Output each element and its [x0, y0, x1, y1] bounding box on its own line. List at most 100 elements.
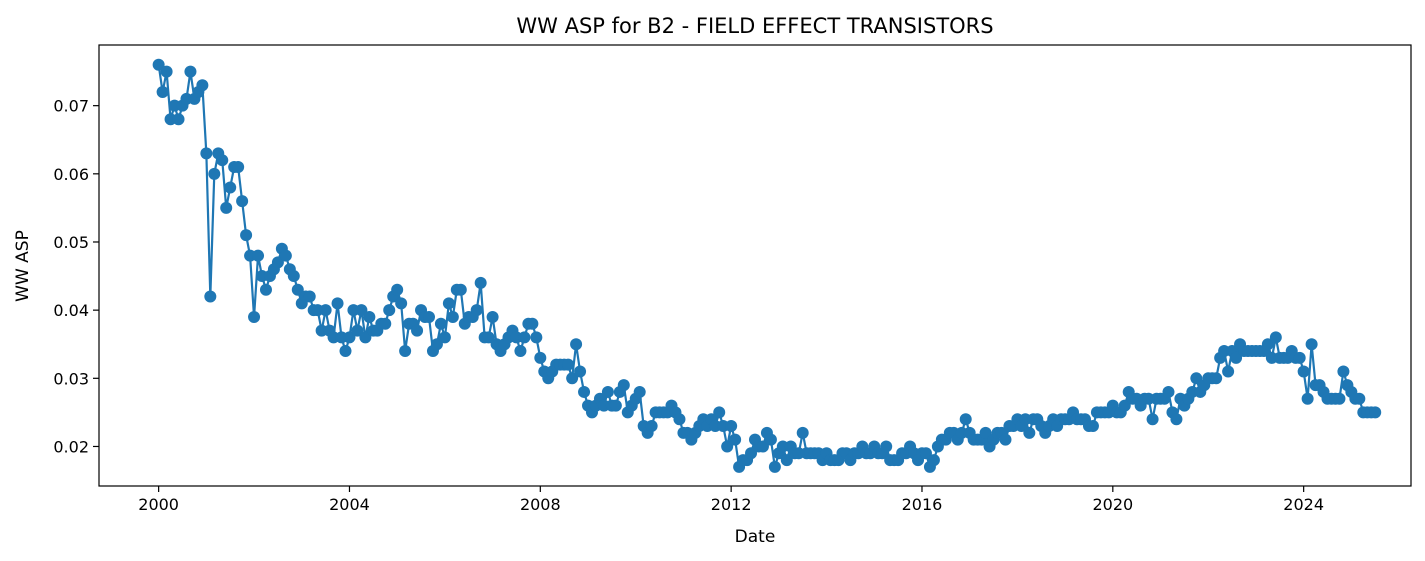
data-point [232, 161, 244, 173]
data-point [1298, 365, 1310, 377]
data-point [240, 229, 252, 241]
data-point [1210, 372, 1222, 384]
data-point [220, 202, 232, 214]
x-tick-label: 2012 [711, 495, 752, 514]
x-tick-label: 2024 [1283, 495, 1324, 514]
data-point [514, 345, 526, 357]
data-point [288, 270, 300, 282]
data-point [204, 291, 216, 303]
data-point [1023, 427, 1035, 439]
data-point [530, 331, 542, 343]
data-point [252, 250, 264, 262]
data-point [320, 304, 332, 316]
data-point [570, 338, 582, 350]
y-axis-title: WW ASP [13, 230, 33, 302]
data-point [236, 195, 248, 207]
data-point [395, 297, 407, 309]
data-layer [153, 59, 1382, 473]
data-point [646, 420, 658, 432]
data-point [423, 311, 435, 323]
data-point [200, 147, 212, 159]
data-point [391, 284, 403, 296]
data-point [184, 66, 196, 78]
data-point [224, 181, 236, 193]
data-point [435, 318, 447, 330]
data-point [880, 440, 892, 452]
data-point [960, 413, 972, 425]
data-point [518, 331, 530, 343]
data-point [173, 113, 185, 125]
data-point [439, 331, 451, 343]
data-point [363, 311, 375, 323]
data-point [928, 454, 940, 466]
data-point [769, 461, 781, 473]
data-point [634, 386, 646, 398]
data-point [578, 386, 590, 398]
data-point [340, 345, 352, 357]
y-tick-label: 0.03 [53, 369, 89, 388]
x-tick-label: 2016 [902, 495, 943, 514]
data-point [196, 79, 208, 91]
data-point [471, 304, 483, 316]
data-point [383, 304, 395, 316]
data-point [534, 352, 546, 364]
data-point [447, 311, 459, 323]
data-point [999, 434, 1011, 446]
data-point [1294, 352, 1306, 364]
data-point [280, 250, 292, 262]
data-point [1306, 338, 1318, 350]
data-point [610, 400, 622, 412]
y-tick-label: 0.07 [53, 97, 89, 116]
data-point [602, 386, 614, 398]
data-point [216, 154, 228, 166]
data-point [574, 365, 586, 377]
data-point [526, 318, 538, 330]
data-point [379, 318, 391, 330]
data-point [161, 66, 173, 78]
data-point [248, 311, 260, 323]
chart-title: WW ASP for B2 - FIELD EFFECT TRANSISTORS [516, 14, 993, 38]
y-tick-label: 0.06 [53, 165, 89, 184]
x-tick-label: 2004 [329, 495, 370, 514]
y-tick-label: 0.04 [53, 301, 89, 320]
plot-frame [99, 45, 1411, 486]
data-point [729, 434, 741, 446]
data-point [1087, 420, 1099, 432]
data-point [1170, 413, 1182, 425]
y-tick-label: 0.05 [53, 233, 89, 252]
data-point [765, 434, 777, 446]
data-point [713, 406, 725, 418]
data-point [1147, 413, 1159, 425]
data-point [618, 379, 630, 391]
x-axis: 2000 2004 2008 2012 2016 2020 2024 [138, 486, 1324, 514]
series-line [159, 65, 1376, 467]
y-axis: 0.02 0.03 0.04 0.05 0.06 0.07 [53, 97, 99, 457]
data-point [411, 325, 423, 337]
data-point [797, 427, 809, 439]
data-point [304, 291, 316, 303]
data-point [332, 297, 344, 309]
data-point [1302, 393, 1314, 405]
data-point [562, 359, 574, 371]
x-tick-label: 2020 [1092, 495, 1133, 514]
data-point [1222, 365, 1234, 377]
data-point [1162, 386, 1174, 398]
data-point [1337, 365, 1349, 377]
data-point [260, 284, 272, 296]
data-point [1270, 331, 1282, 343]
data-point [487, 311, 499, 323]
data-point [725, 420, 737, 432]
data-point [475, 277, 487, 289]
data-point [399, 345, 411, 357]
data-point [1369, 406, 1381, 418]
data-point [1353, 393, 1365, 405]
x-tick-label: 2008 [520, 495, 561, 514]
data-point [157, 86, 169, 98]
data-point [208, 168, 220, 180]
data-point [673, 413, 685, 425]
data-point [455, 284, 467, 296]
x-tick-label: 2000 [138, 495, 179, 514]
y-tick-label: 0.02 [53, 437, 89, 456]
data-point [443, 297, 455, 309]
